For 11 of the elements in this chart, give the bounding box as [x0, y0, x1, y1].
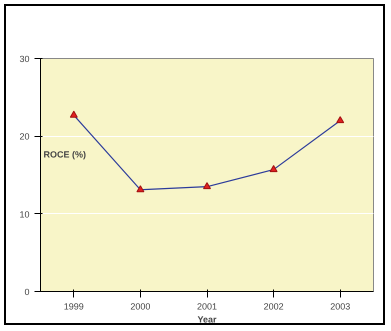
y-axis-title: ROCE (%)	[44, 150, 86, 160]
y-tick-label: 0	[24, 287, 30, 297]
y-tick-label: 20	[19, 132, 30, 142]
x-tick-label: 2001	[196, 302, 218, 312]
x-axis-title: Year	[197, 314, 218, 324]
x-tick-label: 2000	[130, 302, 150, 312]
y-tick-label: 10	[19, 209, 30, 220]
x-tick-label: 1999	[64, 302, 84, 312]
x-tick-label: 2002	[264, 302, 284, 312]
x-tick-label: 2003	[330, 302, 350, 312]
y-tick-label: 30	[19, 54, 30, 64]
